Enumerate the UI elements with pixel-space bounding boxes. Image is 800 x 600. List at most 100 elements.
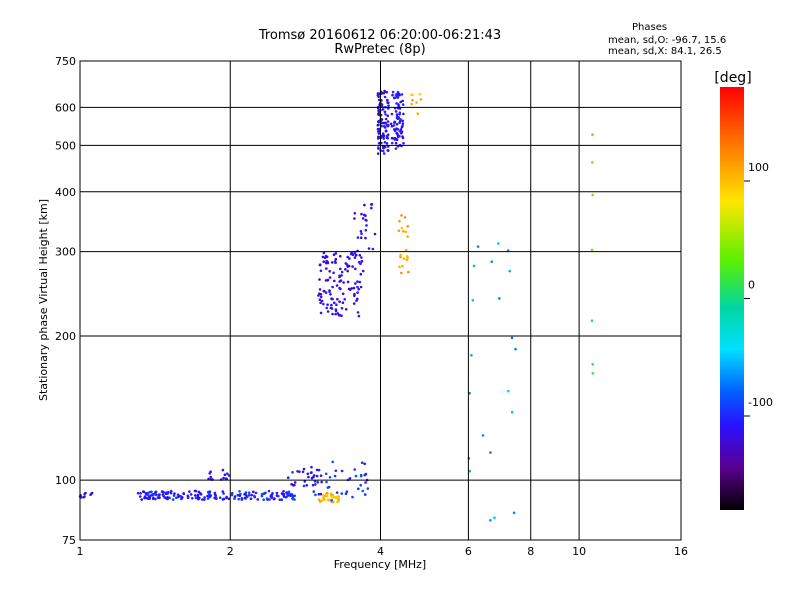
data-point — [387, 145, 390, 148]
data-point — [286, 476, 290, 480]
data-point — [326, 310, 330, 313]
data-point — [203, 498, 206, 501]
data-point — [319, 301, 322, 305]
data-point — [186, 494, 190, 498]
data-point — [383, 110, 387, 114]
data-point — [363, 473, 367, 477]
data-point — [377, 120, 381, 124]
data-point — [140, 498, 143, 501]
data-point — [233, 497, 236, 500]
data-point — [334, 261, 337, 265]
chart-title: Tromsø 20160612 06:20:00-06:21:43 — [258, 28, 502, 43]
data-point — [340, 270, 344, 274]
data-point — [90, 492, 93, 495]
data-point — [401, 122, 405, 125]
data-point — [356, 280, 359, 283]
data-point — [138, 495, 142, 498]
data-point — [221, 498, 225, 501]
data-point — [399, 100, 403, 104]
data-point — [221, 468, 225, 472]
data-point — [400, 132, 403, 135]
data-point — [201, 498, 204, 501]
data-point — [385, 136, 389, 139]
data-point — [293, 483, 296, 487]
data-point — [386, 114, 390, 118]
data-point — [282, 495, 286, 498]
data-point — [319, 295, 323, 299]
data-point — [364, 228, 368, 232]
data-point — [303, 480, 307, 483]
data-point — [164, 492, 168, 496]
data-point — [394, 147, 398, 150]
data-point — [468, 469, 472, 473]
data-point — [249, 497, 253, 501]
data-point — [351, 265, 354, 268]
data-point — [197, 490, 201, 494]
data-point — [497, 242, 500, 245]
data-point — [332, 271, 335, 275]
data-point — [325, 306, 329, 310]
data-point — [415, 101, 418, 104]
x-tick-label: 2 — [227, 545, 234, 558]
data-point — [260, 493, 264, 496]
data-point — [252, 490, 255, 494]
data-point — [590, 319, 594, 323]
data-point — [326, 486, 330, 489]
data-point — [340, 274, 343, 277]
data-point — [262, 498, 266, 502]
data-point — [268, 498, 271, 501]
data-point — [510, 336, 514, 340]
data-point — [402, 257, 406, 260]
data-point — [338, 280, 341, 283]
data-point — [346, 265, 350, 268]
data-point — [317, 468, 321, 472]
data-point — [154, 493, 158, 497]
data-point — [329, 293, 332, 296]
data-point — [311, 483, 315, 487]
x-tick-label: 6 — [465, 545, 472, 558]
data-point — [316, 480, 320, 484]
data-point — [402, 229, 405, 233]
data-point — [512, 511, 516, 515]
data-point — [490, 260, 494, 264]
data-point — [393, 120, 397, 124]
data-point — [136, 491, 140, 495]
colorbar-tick-label: 0 — [748, 279, 755, 292]
data-point — [162, 494, 165, 498]
data-point — [366, 487, 370, 490]
data-point — [384, 113, 387, 116]
data-point — [382, 91, 386, 95]
data-point — [359, 272, 363, 276]
data-point — [332, 253, 336, 256]
data-point — [84, 491, 87, 495]
data-point — [393, 96, 396, 100]
data-point — [169, 489, 173, 493]
data-point — [322, 289, 326, 293]
data-point — [386, 98, 389, 102]
data-point — [309, 471, 313, 475]
x-tick-label: 8 — [527, 545, 534, 558]
data-point — [331, 285, 334, 289]
data-point — [418, 92, 422, 96]
data-point — [354, 253, 358, 257]
data-point — [293, 494, 297, 498]
data-point — [363, 462, 367, 466]
x-axis: 1 2 4 6 8 10 16 — [77, 545, 689, 558]
data-point — [401, 99, 405, 103]
data-point — [591, 363, 594, 366]
data-point — [590, 248, 594, 252]
data-point — [355, 299, 358, 302]
data-point — [267, 489, 271, 493]
data-point — [330, 499, 334, 502]
data-point — [365, 219, 368, 222]
data-point — [275, 494, 279, 497]
data-point — [287, 492, 290, 495]
data-point — [360, 256, 363, 259]
colorbar-tick-label: -100 — [748, 396, 773, 409]
data-point — [328, 476, 332, 479]
data-point — [338, 286, 341, 290]
data-point — [209, 470, 212, 474]
data-point — [399, 128, 403, 131]
data-point — [247, 491, 251, 495]
y-tick-label: 400 — [55, 186, 76, 199]
